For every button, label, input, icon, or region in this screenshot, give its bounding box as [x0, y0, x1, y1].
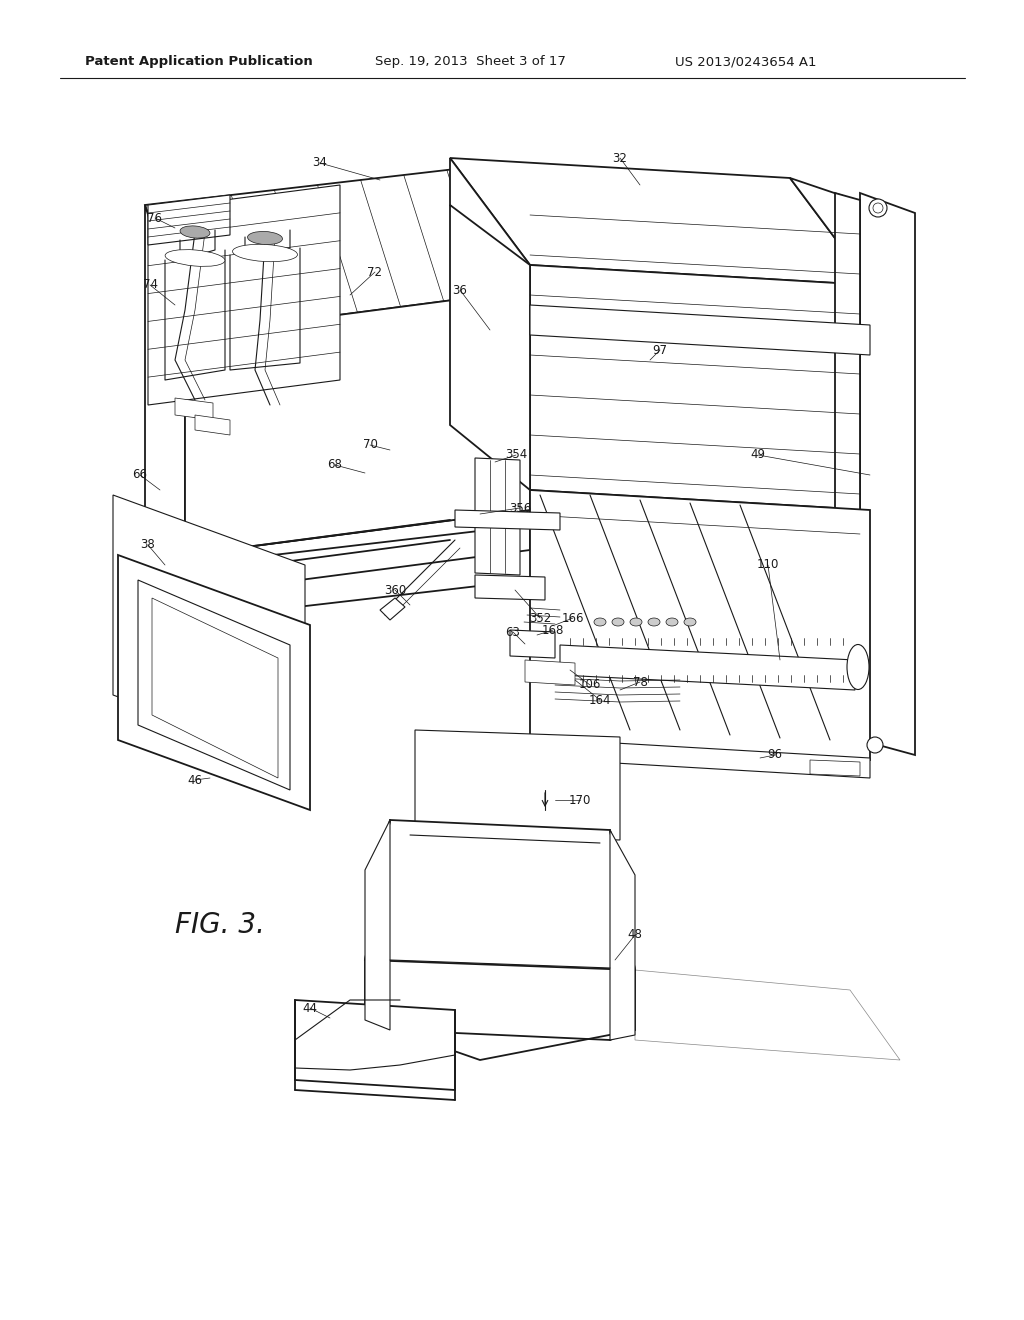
Text: FIG. 3.: FIG. 3.: [175, 911, 265, 939]
Text: 66: 66: [132, 469, 147, 482]
Text: US 2013/0243654 A1: US 2013/0243654 A1: [675, 55, 816, 69]
Ellipse shape: [232, 244, 297, 261]
Text: 44: 44: [302, 1002, 317, 1015]
Polygon shape: [138, 579, 290, 789]
Text: 36: 36: [453, 284, 467, 297]
Text: 97: 97: [652, 343, 668, 356]
Polygon shape: [530, 265, 870, 510]
Polygon shape: [295, 1001, 455, 1090]
Polygon shape: [475, 576, 545, 601]
Polygon shape: [790, 178, 870, 310]
Ellipse shape: [165, 249, 225, 267]
Text: 72: 72: [368, 265, 383, 279]
Polygon shape: [148, 195, 230, 246]
Ellipse shape: [648, 618, 660, 626]
Polygon shape: [365, 820, 635, 970]
Polygon shape: [810, 760, 860, 776]
Ellipse shape: [594, 618, 606, 626]
Polygon shape: [185, 290, 530, 554]
Text: 32: 32: [612, 152, 628, 165]
Text: 46: 46: [187, 774, 203, 787]
Text: Patent Application Publication: Patent Application Publication: [85, 55, 312, 69]
Ellipse shape: [666, 618, 678, 626]
Ellipse shape: [180, 226, 210, 238]
Text: 74: 74: [142, 279, 158, 292]
Text: 164: 164: [589, 693, 611, 706]
Text: 48: 48: [628, 928, 642, 941]
Text: 34: 34: [312, 157, 328, 169]
Polygon shape: [365, 820, 390, 1030]
Ellipse shape: [869, 199, 887, 216]
Polygon shape: [175, 399, 213, 420]
Text: 70: 70: [362, 438, 378, 451]
Text: 68: 68: [328, 458, 342, 471]
Polygon shape: [510, 630, 555, 657]
Text: 49: 49: [751, 449, 766, 462]
Text: 352: 352: [528, 611, 551, 624]
Polygon shape: [113, 495, 305, 766]
Polygon shape: [145, 165, 530, 335]
Ellipse shape: [612, 618, 624, 626]
Ellipse shape: [248, 231, 283, 244]
Polygon shape: [450, 158, 530, 310]
Text: 360: 360: [384, 583, 407, 597]
Polygon shape: [118, 554, 310, 810]
Polygon shape: [380, 598, 406, 620]
Text: 63: 63: [506, 626, 520, 639]
Polygon shape: [450, 158, 870, 285]
Polygon shape: [145, 205, 185, 595]
Polygon shape: [530, 490, 870, 760]
Polygon shape: [610, 830, 635, 1040]
Ellipse shape: [630, 618, 642, 626]
Text: 96: 96: [768, 748, 782, 762]
Ellipse shape: [867, 737, 883, 752]
Text: 106: 106: [579, 678, 601, 692]
Text: 356: 356: [509, 502, 531, 515]
Polygon shape: [195, 414, 230, 436]
Ellipse shape: [847, 644, 869, 689]
Polygon shape: [450, 205, 530, 490]
Polygon shape: [415, 730, 620, 840]
Polygon shape: [148, 185, 340, 405]
Ellipse shape: [684, 618, 696, 626]
Polygon shape: [635, 970, 900, 1060]
Polygon shape: [860, 193, 915, 755]
Text: 76: 76: [147, 211, 163, 224]
Polygon shape: [475, 458, 520, 576]
Text: 166: 166: [562, 611, 585, 624]
Polygon shape: [525, 660, 575, 685]
Polygon shape: [560, 645, 855, 690]
Text: Sep. 19, 2013  Sheet 3 of 17: Sep. 19, 2013 Sheet 3 of 17: [375, 55, 566, 69]
Polygon shape: [530, 738, 870, 777]
Text: 168: 168: [542, 623, 564, 636]
Text: 110: 110: [757, 558, 779, 572]
Polygon shape: [835, 193, 860, 744]
Polygon shape: [455, 510, 560, 531]
Text: 354: 354: [505, 449, 527, 462]
Text: 170: 170: [568, 793, 591, 807]
Polygon shape: [530, 305, 870, 355]
Text: 38: 38: [140, 539, 156, 552]
Polygon shape: [152, 598, 278, 777]
Text: 78: 78: [633, 676, 647, 689]
